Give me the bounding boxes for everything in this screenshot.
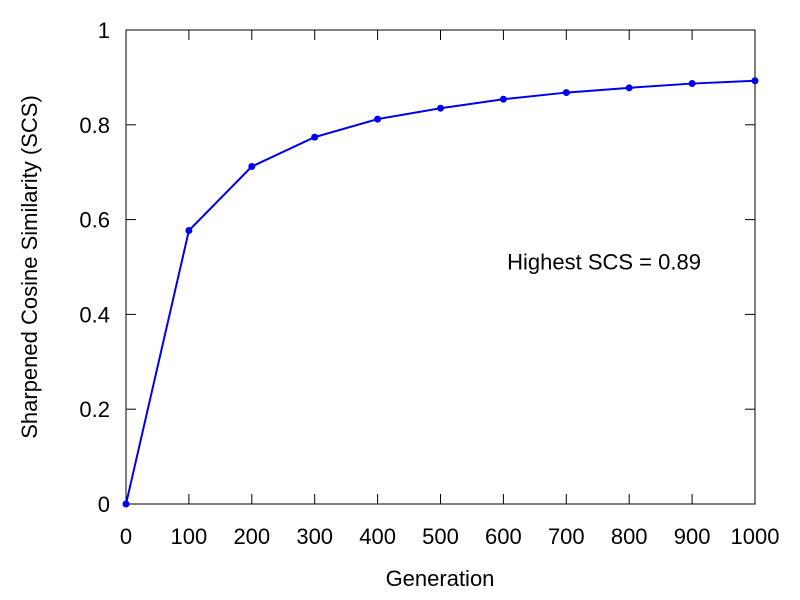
data-point: [751, 77, 759, 85]
data-point: [248, 163, 256, 171]
y-tick-label: 0.8: [79, 113, 110, 138]
annotation-layer: Highest SCS = 0.89: [507, 249, 701, 274]
data-point: [625, 84, 633, 92]
x-tick-label: 1000: [731, 524, 780, 549]
y-axis-title: Sharpened Cosine Similarity (SCS): [17, 95, 42, 439]
series-layer: [122, 77, 759, 508]
y-tick-label: 0.2: [79, 397, 110, 422]
data-point: [185, 227, 193, 235]
annotation-label: Highest SCS = 0.89: [507, 249, 701, 274]
series-line: [125, 79, 756, 505]
data-point: [688, 80, 696, 88]
y-tick-label: 1: [98, 18, 110, 43]
x-axis: 0 100 200 300 400 500 600 700 800 900 1000: [120, 30, 780, 549]
x-axis-title: Generation: [386, 566, 495, 591]
data-point: [122, 500, 130, 508]
x-tick-label: 100: [171, 524, 208, 549]
x-tick-label: 800: [611, 524, 648, 549]
data-point: [374, 115, 382, 123]
x-tick-label: 200: [233, 524, 270, 549]
data-point: [499, 95, 507, 103]
x-tick-label: 400: [359, 524, 396, 549]
data-point: [562, 89, 570, 97]
data-point: [311, 133, 319, 141]
y-tick-label: 0: [98, 492, 110, 517]
data-point: [437, 104, 444, 112]
x-tick-label: 0: [120, 524, 132, 549]
x-tick-label: 500: [422, 524, 459, 549]
y-tick-label: 0.6: [79, 208, 110, 233]
x-tick-label: 700: [548, 524, 585, 549]
x-tick-label: 300: [296, 524, 333, 549]
x-tick-label: 600: [485, 524, 522, 549]
y-axis: 0 0.2 0.4 0.6 0.8 1: [79, 18, 755, 517]
y-tick-label: 0.4: [79, 302, 110, 327]
x-tick-label: 900: [674, 524, 711, 549]
